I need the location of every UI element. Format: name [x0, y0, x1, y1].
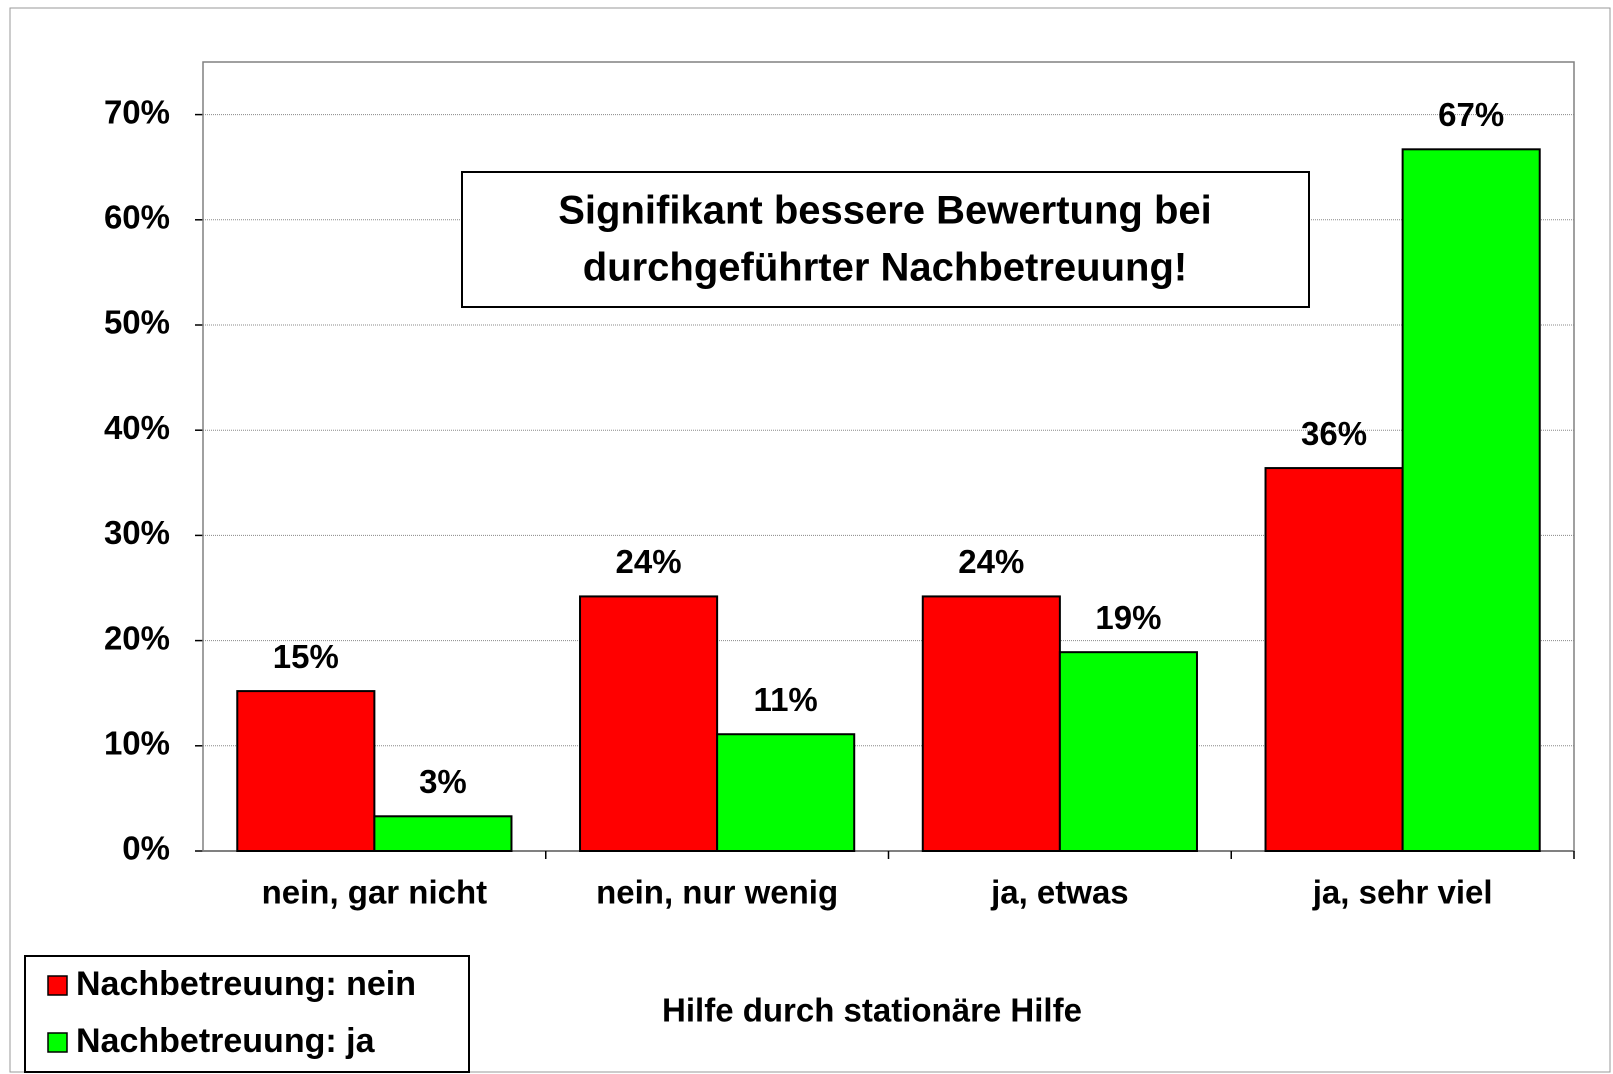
y-tick-label: 20% [104, 619, 170, 656]
y-tick-label: 60% [104, 199, 170, 236]
value-label: 24% [616, 543, 682, 580]
legend-items: Nachbetreuung: nein Nachbetreuung: ja [47, 965, 416, 1060]
legend-swatch [47, 1032, 68, 1053]
y-tick-label: 30% [104, 514, 170, 551]
bar [1058, 651, 1198, 852]
bar [921, 595, 1061, 853]
value-label: 15% [273, 638, 339, 675]
value-label: 36% [1301, 415, 1367, 452]
value-label: 19% [1095, 599, 1161, 636]
bar [236, 690, 376, 853]
y-tick-label: 10% [104, 725, 170, 762]
y-tick-label: 70% [104, 93, 170, 130]
legend-label: Nachbetreuung: ja [76, 1022, 376, 1060]
x-tick-label: nein, nur wenig [596, 874, 838, 911]
legend-label: Nachbetreuung: nein [76, 965, 416, 1003]
x-tick-label: ja, etwas [990, 874, 1129, 911]
x-tick-label: nein, gar nicht [262, 874, 488, 911]
bars: nein, gar nicht 15% 3% nein, nur wenig 24% 11… [236, 96, 1575, 911]
bar [579, 595, 719, 853]
bar [1401, 148, 1541, 853]
bar [373, 815, 513, 852]
y-tick-label: 40% [104, 409, 170, 446]
annotation: Signifikant bessere Bewertung bei [558, 189, 1212, 233]
y-tick-label: 50% [104, 304, 170, 341]
frame [9, 7, 1611, 1073]
annotation: durchgeführter Nachbetreuung! [583, 246, 1187, 290]
value-label: 11% [754, 681, 818, 718]
bar [716, 733, 856, 853]
legend [24, 955, 470, 1073]
x-axis-label: Hilfe durch stationäre Hilfe [662, 992, 1082, 1029]
bar [1264, 467, 1404, 852]
x-tick-label: ja, sehr viel [1312, 874, 1493, 911]
value-label: 24% [958, 543, 1024, 580]
value-label: 3% [419, 763, 467, 800]
y-tick-label: 0% [122, 830, 170, 867]
legend-swatch [47, 975, 68, 996]
value-label: 67% [1438, 96, 1504, 133]
annotation-box [461, 171, 1310, 308]
